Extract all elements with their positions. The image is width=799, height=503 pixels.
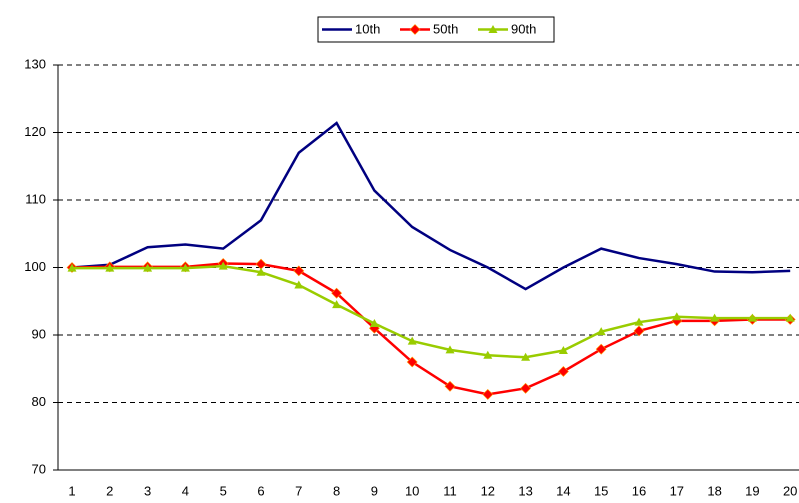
data-point [445, 345, 455, 354]
y-tick-label: 100 [24, 259, 46, 274]
data-point [293, 265, 305, 277]
data-point [294, 280, 304, 289]
x-tick-label: 14 [556, 483, 570, 498]
x-tick-label: 15 [594, 483, 608, 498]
legend-marker [409, 24, 421, 35]
data-point [633, 325, 645, 337]
y-tick-label: 120 [24, 124, 46, 139]
legend-label: 10th [355, 21, 380, 36]
data-point [369, 319, 379, 328]
data-point [558, 346, 568, 355]
data-point [520, 382, 532, 394]
data-point [256, 267, 266, 276]
data-point [557, 366, 569, 377]
data-point [332, 300, 342, 309]
x-tick-label: 1 [68, 483, 75, 498]
data-point [331, 287, 343, 299]
y-tick-label: 70 [32, 461, 46, 476]
data-point [482, 388, 494, 400]
data-point [596, 327, 606, 336]
data-point [747, 313, 757, 322]
x-tick-label: 8 [333, 483, 340, 498]
legend-box [317, 16, 555, 43]
x-tick-label: 3 [144, 483, 151, 498]
x-tick-label: 9 [371, 483, 378, 498]
x-tick-label: 12 [481, 483, 495, 498]
x-tick-label: 10 [405, 483, 419, 498]
data-point [143, 263, 153, 272]
data-point [67, 263, 77, 272]
legend-label: 50th [433, 21, 458, 36]
data-point [521, 352, 531, 361]
y-tick-label: 110 [25, 191, 46, 206]
data-point [710, 313, 720, 322]
series-line [71, 121, 791, 291]
x-tick-label: 5 [220, 483, 227, 498]
x-tick-label: 16 [632, 483, 646, 498]
x-tick-label: 19 [745, 483, 759, 498]
x-tick-label: 7 [295, 483, 302, 498]
data-point [634, 317, 644, 326]
x-tick-label: 11 [443, 483, 457, 498]
y-tick-label: 90 [32, 326, 46, 341]
legend-marker [488, 25, 498, 33]
x-tick-label: 13 [518, 483, 532, 498]
x-tick-label: 6 [257, 483, 264, 498]
data-point [180, 263, 190, 272]
data-point [672, 312, 682, 321]
legend-label: 90th [511, 21, 536, 36]
x-tick-label: 20 [783, 483, 797, 498]
data-point [785, 313, 795, 322]
data-point [407, 336, 417, 345]
data-point [483, 350, 493, 359]
x-tick-label: 17 [670, 483, 684, 498]
data-point [406, 356, 418, 368]
series-line [71, 262, 791, 396]
y-tick-label: 80 [32, 394, 46, 409]
x-tick-label: 18 [707, 483, 721, 498]
series-line [72, 264, 791, 359]
x-tick-label: 4 [182, 483, 189, 498]
y-tick-label: 130 [24, 56, 46, 71]
x-tick-label: 2 [106, 483, 113, 498]
data-point [444, 380, 456, 392]
data-point [218, 261, 228, 270]
data-point [105, 263, 115, 272]
data-point [595, 343, 607, 355]
